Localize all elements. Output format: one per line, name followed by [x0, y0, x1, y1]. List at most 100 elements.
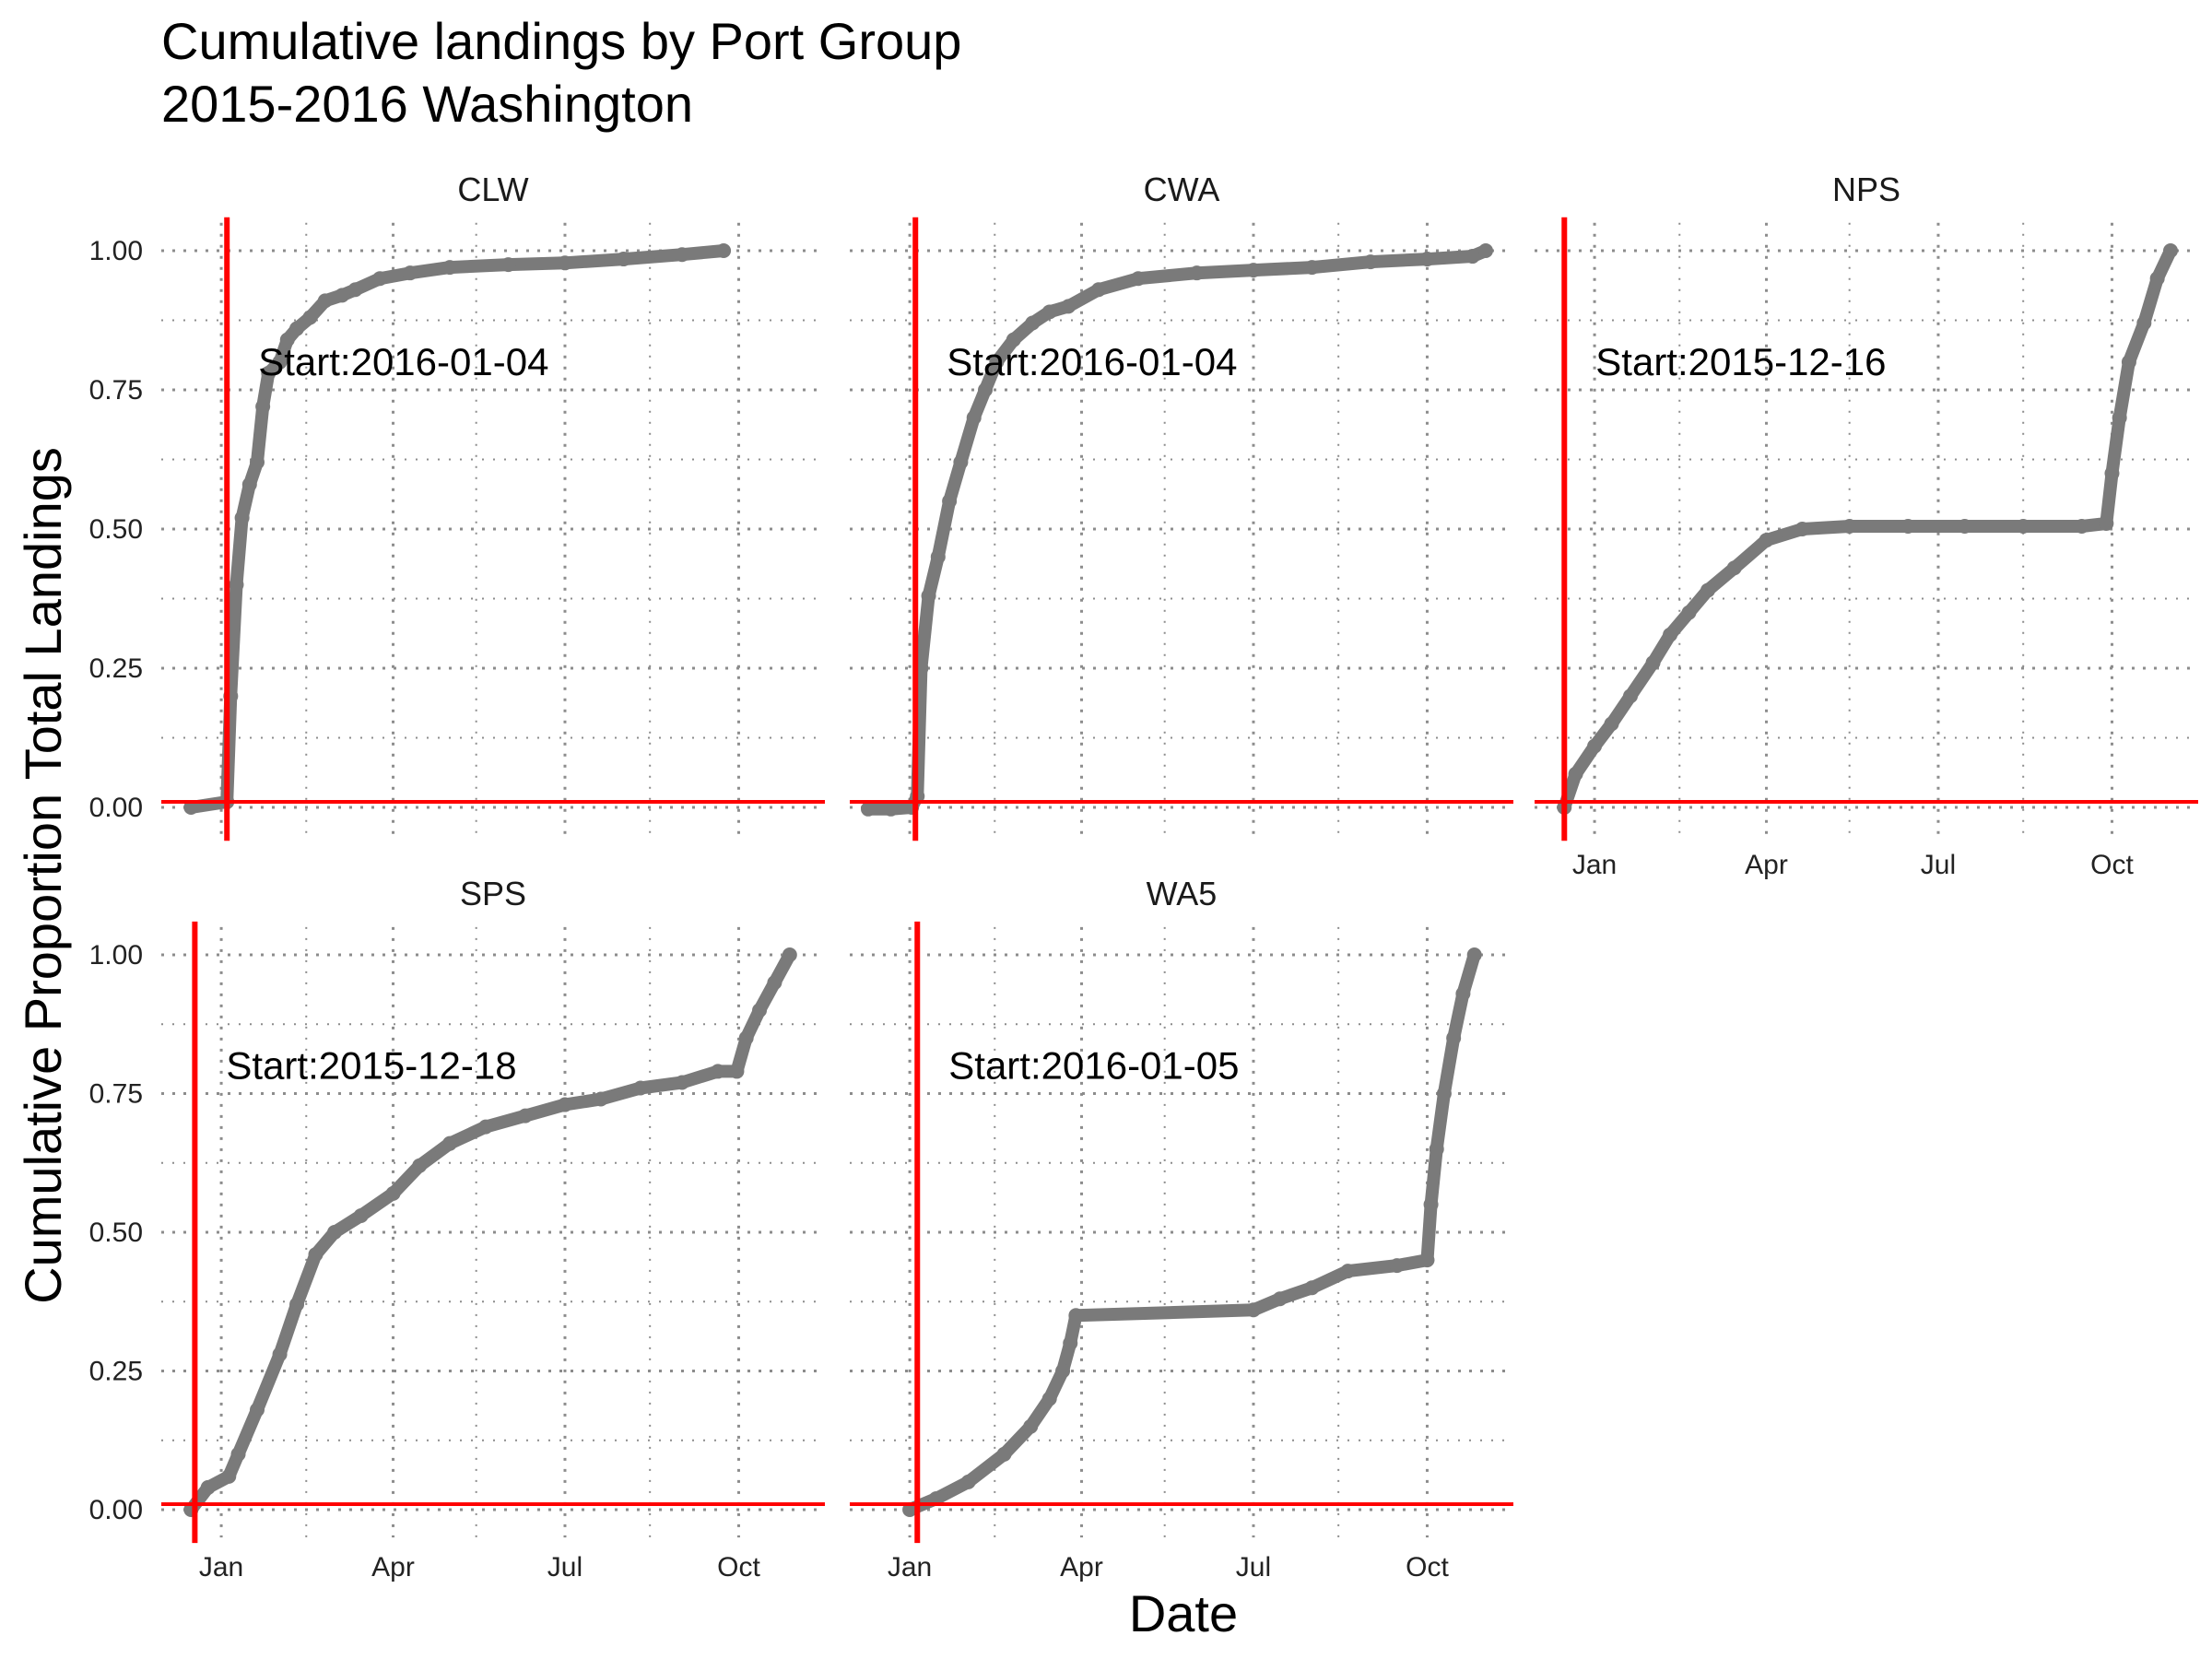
- data-point: [1025, 315, 1041, 331]
- data-point: [593, 1091, 608, 1107]
- y-tick-label: 1.00: [89, 940, 143, 971]
- data-point: [1957, 518, 1972, 534]
- data-point: [402, 265, 418, 281]
- data-point: [1794, 522, 1810, 536]
- data-point: [1436, 1086, 1452, 1101]
- data-point: [1340, 1264, 1356, 1279]
- data-point: [2104, 465, 2120, 481]
- data-point: [921, 588, 936, 604]
- data-point: [942, 493, 958, 509]
- data-point: [928, 1490, 944, 1506]
- data-point: [500, 257, 516, 273]
- data-point: [1726, 560, 1742, 576]
- data-point: [1900, 518, 1916, 534]
- data-point: [347, 282, 363, 298]
- series-thin-line: [189, 954, 792, 1512]
- series-line: [184, 244, 731, 814]
- data-point: [1446, 1030, 1462, 1046]
- y-tick-label: 0.00: [89, 1495, 143, 1525]
- data-point: [317, 293, 333, 309]
- data-point: [966, 410, 982, 426]
- data-point: [1455, 986, 1471, 1002]
- data-point: [241, 477, 257, 492]
- data-point: [1130, 271, 1146, 287]
- data-point: [1587, 738, 1603, 754]
- facet-strip-label: SPS: [460, 875, 526, 912]
- facet-panel-cwa: CWA Start:2016-01-04: [850, 171, 1513, 841]
- data-point: [221, 1468, 237, 1484]
- data-point: [710, 1064, 725, 1079]
- data-point: [557, 255, 572, 271]
- data-point: [2016, 518, 2031, 534]
- data-point: [716, 243, 732, 258]
- data-point: [1055, 1363, 1071, 1379]
- series-thin-line: [190, 249, 724, 809]
- x-tick-label: Jul: [1921, 850, 1956, 880]
- series-line: [184, 948, 796, 1516]
- data-point: [1363, 254, 1379, 270]
- data-point: [229, 577, 244, 593]
- data-point: [1304, 1280, 1320, 1296]
- data-point: [1700, 582, 1716, 598]
- data-point: [1423, 1196, 1439, 1212]
- data-point: [616, 252, 631, 267]
- data-point: [883, 801, 899, 817]
- data-point: [1604, 716, 1619, 732]
- data-point: [1304, 260, 1320, 276]
- data-point: [302, 310, 318, 325]
- data-point: [989, 354, 1005, 370]
- data-point: [412, 1158, 428, 1173]
- data-point: [2074, 518, 2089, 534]
- data-point: [272, 1347, 288, 1362]
- start-date-label: Start:2016-01-04: [258, 340, 548, 383]
- x-tick-label: Apr: [1060, 1552, 1103, 1583]
- x-tick-label: Apr: [1745, 850, 1788, 880]
- data-point: [1389, 1258, 1405, 1274]
- y-tick-label: 0.25: [89, 653, 143, 684]
- chart-title: Cumulative landings by Port Group: [161, 12, 961, 70]
- data-point: [675, 1075, 690, 1090]
- data-point: [372, 271, 388, 287]
- data-point: [385, 1185, 401, 1201]
- data-point: [953, 454, 969, 470]
- x-tick-label: Jul: [547, 1552, 582, 1583]
- data-point: [960, 1474, 976, 1489]
- y-tick-label: 0.50: [89, 514, 143, 545]
- y-tick-label: 0.75: [89, 1079, 143, 1110]
- data-point: [1023, 1418, 1039, 1434]
- y-axis-title: Cumulative Proportion Total Landings: [14, 447, 72, 1304]
- data-point: [1189, 265, 1205, 281]
- data-point: [752, 1003, 768, 1018]
- data-point: [1419, 1253, 1435, 1268]
- data-point: [1041, 304, 1057, 320]
- x-tick-label: Apr: [371, 1552, 415, 1583]
- data-point: [2136, 315, 2152, 331]
- data-point: [289, 321, 305, 336]
- data-point: [729, 1064, 745, 1079]
- data-point: [230, 1446, 246, 1462]
- y-tick-label: 0.00: [89, 793, 143, 823]
- data-point: [2121, 354, 2136, 370]
- data-point: [335, 288, 350, 303]
- data-point: [2149, 271, 2165, 287]
- data-point: [1068, 1308, 1084, 1324]
- data-point: [1061, 299, 1077, 314]
- data-point: [1090, 282, 1106, 298]
- facet-strip-label: WA5: [1147, 875, 1218, 912]
- data-point: [200, 1479, 216, 1495]
- data-point: [1623, 688, 1639, 704]
- y-tick-label: 1.00: [89, 236, 143, 266]
- data-point: [978, 382, 994, 397]
- data-point: [2163, 243, 2178, 258]
- data-point: [261, 365, 276, 381]
- data-point: [2112, 410, 2127, 426]
- data-point: [517, 1108, 533, 1124]
- data-point: [1041, 1391, 1057, 1406]
- facet-panel-sps: SPS Start:2015-12-18 0.00 0.25 0.50 0.75 1.00 J…: [89, 875, 825, 1583]
- data-point: [1645, 654, 1661, 670]
- y-tick-label: 0.50: [89, 1218, 143, 1248]
- data-point: [1466, 947, 1482, 962]
- data-point: [1681, 605, 1697, 620]
- x-tick-label: Oct: [2090, 850, 2134, 880]
